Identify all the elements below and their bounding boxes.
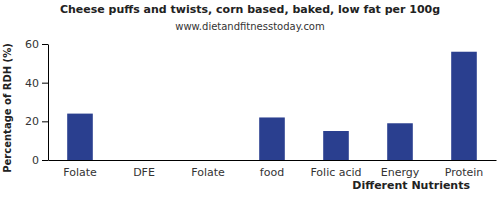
subtitle: www.dietandfitnesstoday.com	[175, 21, 324, 32]
y-tick: 40	[25, 77, 48, 90]
y-tick: 20	[25, 115, 48, 128]
x-tick-label: Folate	[63, 166, 97, 179]
bar	[451, 52, 477, 160]
x-tick-label: Energy	[381, 166, 420, 179]
x-tick: DFE	[133, 166, 155, 179]
x-axis: Folate DFE Folate food Folic acid Energy Prote…	[49, 161, 497, 179]
x-tick: Folate	[191, 166, 225, 179]
bar	[67, 114, 93, 160]
bar	[387, 123, 413, 160]
y-tick-mark	[42, 44, 48, 45]
x-tick-label: food	[260, 166, 284, 179]
x-tick: Protein	[445, 166, 484, 179]
x-tick-label: Folic acid	[310, 166, 361, 179]
y-tick-mark	[42, 83, 48, 84]
bars	[67, 52, 477, 160]
y-tick-mark	[42, 160, 48, 161]
y-tick-label: 40	[25, 77, 39, 90]
x-tick: Folic acid	[310, 166, 361, 179]
bar	[195, 160, 221, 161]
bar	[131, 160, 157, 161]
y-tick-label: 20	[25, 115, 39, 128]
x-tick: Folate	[63, 166, 97, 179]
y-axis-line	[48, 45, 49, 161]
y-axis: 0 20 40 60	[25, 38, 49, 167]
x-axis-line	[49, 160, 497, 161]
x-tick: food	[260, 166, 284, 179]
y-tick: 0	[32, 154, 48, 167]
x-tick: Energy	[381, 166, 420, 179]
x-tick-label: DFE	[133, 166, 155, 179]
title: Cheese puffs and twists, corn based, bak…	[60, 3, 440, 16]
chart: 0 20 40 60 Folate DFE Folate food Folic acid Ener…	[0, 0, 500, 200]
bar	[323, 131, 349, 160]
y-tick-label: 60	[25, 38, 39, 51]
y-tick-mark	[42, 121, 48, 122]
x-tick-label: Folate	[191, 166, 225, 179]
y-tick: 60	[25, 38, 48, 51]
bar	[259, 117, 285, 160]
x-axis-title: Different Nutrients	[352, 179, 470, 192]
y-tick-label: 0	[32, 154, 39, 167]
x-tick-label: Protein	[445, 166, 484, 179]
y-axis-title: Percentage of RDH (%)	[2, 43, 13, 173]
